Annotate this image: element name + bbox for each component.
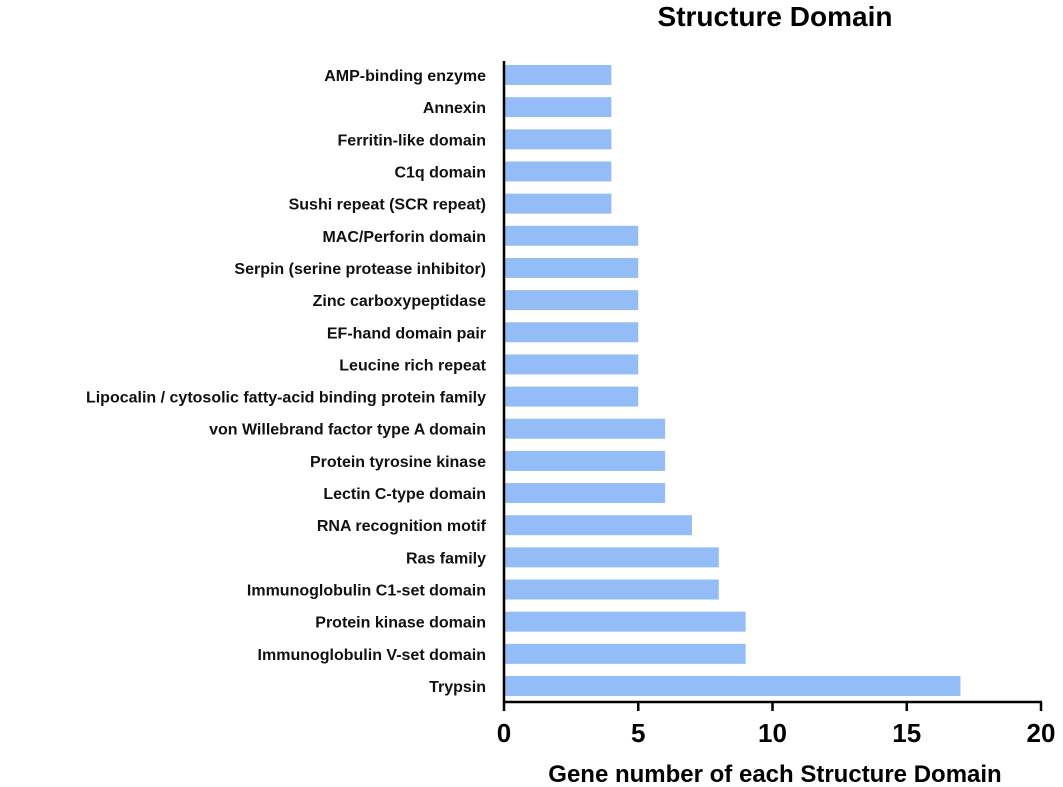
x-tick-label: 20 — [1027, 718, 1056, 748]
bar — [504, 97, 612, 118]
category-label: Zinc carboxypeptidase — [313, 293, 486, 310]
category-label: Trypsin — [429, 679, 486, 696]
category-label: RNA recognition motif — [317, 518, 487, 535]
category-label: Lectin C-type domain — [323, 486, 486, 503]
chart-title: Structure Domain — [658, 1, 893, 32]
category-label: Immunoglobulin C1-set domain — [247, 583, 486, 600]
category-label: Sushi repeat (SCR repeat) — [289, 197, 486, 214]
bars-group — [504, 65, 961, 696]
category-label: von Willebrand factor type A domain — [209, 422, 486, 439]
category-label: Ras family — [406, 550, 486, 567]
bar — [504, 418, 666, 439]
x-axis-title: Gene number of each Structure Domain — [548, 761, 1001, 787]
x-ticks-group: 0 5 10 15 20 — [497, 702, 1056, 748]
bar — [504, 547, 719, 568]
bar — [504, 483, 666, 504]
category-label: Protein kinase domain — [315, 615, 486, 632]
x-tick-label: 10 — [758, 718, 787, 748]
bar — [504, 515, 692, 536]
bar — [504, 65, 612, 85]
bar — [504, 161, 612, 182]
bar — [504, 193, 612, 214]
category-labels-group: AMP-binding enzyme Annexin Ferritin-like d… — [86, 68, 487, 696]
bar — [504, 450, 666, 471]
category-label: Immunoglobulin V-set domain — [258, 647, 486, 664]
category-label: Lipocalin / cytosolic fatty-acid binding… — [86, 390, 486, 407]
bar — [504, 129, 612, 150]
x-tick-label: 0 — [497, 718, 511, 748]
category-label: MAC/Perforin domain — [322, 229, 486, 246]
bar — [504, 676, 961, 696]
bar — [504, 322, 639, 343]
bar — [504, 611, 746, 632]
bar — [504, 386, 639, 407]
category-label: AMP-binding enzyme — [324, 68, 486, 85]
category-label: Serpin (serine protease inhibitor) — [234, 261, 486, 278]
category-label: Leucine rich repeat — [339, 357, 486, 374]
bar — [504, 257, 639, 278]
category-label: Annexin — [423, 100, 486, 117]
x-tick-label: 15 — [892, 718, 921, 748]
bar — [504, 225, 639, 246]
category-label: Ferritin-like domain — [338, 132, 486, 149]
category-label: C1q domain — [394, 164, 486, 181]
bar — [504, 354, 639, 375]
category-label: EF-hand domain pair — [327, 325, 486, 342]
bar — [504, 290, 639, 311]
category-label: Protein tyrosine kinase — [310, 454, 486, 471]
bar — [504, 643, 746, 664]
x-tick-label: 5 — [631, 718, 645, 748]
bar — [504, 579, 719, 600]
